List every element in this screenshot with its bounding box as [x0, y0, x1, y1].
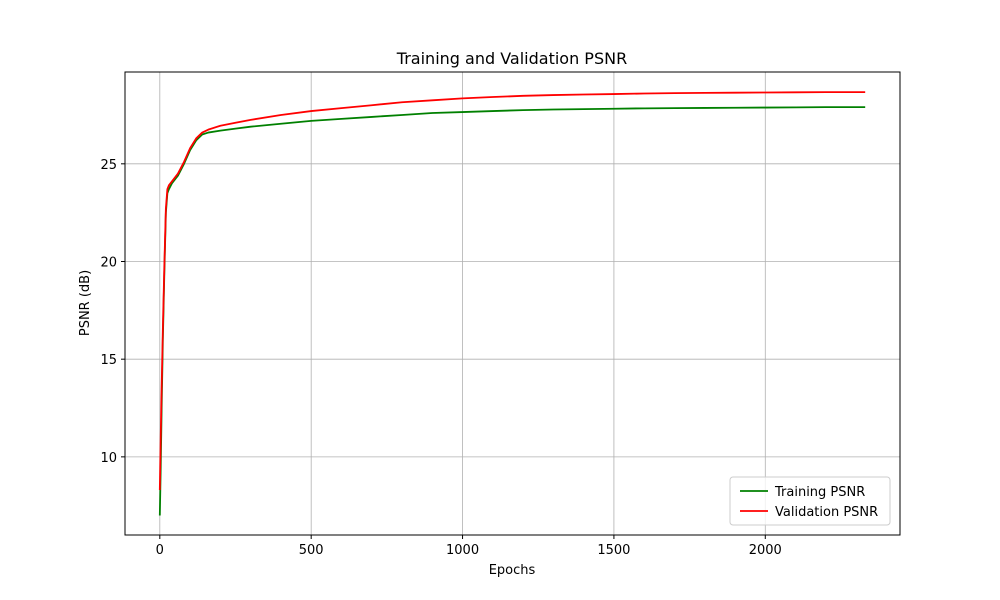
y-tick-label: 10 — [100, 451, 117, 466]
y-tick-label: 15 — [100, 353, 117, 368]
x-tick-label: 1500 — [597, 543, 630, 558]
grid — [125, 72, 900, 535]
y-axis-label: PSNR (dB) — [78, 270, 93, 336]
legend-label-0: Training PSNR — [774, 485, 865, 500]
x-tick-label: 2000 — [749, 543, 782, 558]
axis-ticks: 0 500 1000 1500 2000 10 15 20 25 — [100, 158, 781, 558]
x-tick-label: 500 — [299, 543, 324, 558]
legend-label-1: Validation PSNR — [775, 505, 878, 520]
plot-frame — [124, 71, 901, 536]
legend: Training PSNR Validation PSNR — [729, 476, 891, 526]
x-tick-label: 1000 — [446, 543, 479, 558]
y-tick-label: 25 — [100, 158, 117, 173]
y-tick-label: 20 — [100, 255, 117, 270]
legend-box — [729, 476, 891, 526]
x-tick-label: 0 — [156, 543, 164, 558]
series-lines — [158, 91, 866, 516]
series-line-1 — [158, 91, 866, 491]
x-axis-label: Epochs — [489, 563, 536, 578]
chart-title: Training and Validation PSNR — [396, 49, 627, 68]
